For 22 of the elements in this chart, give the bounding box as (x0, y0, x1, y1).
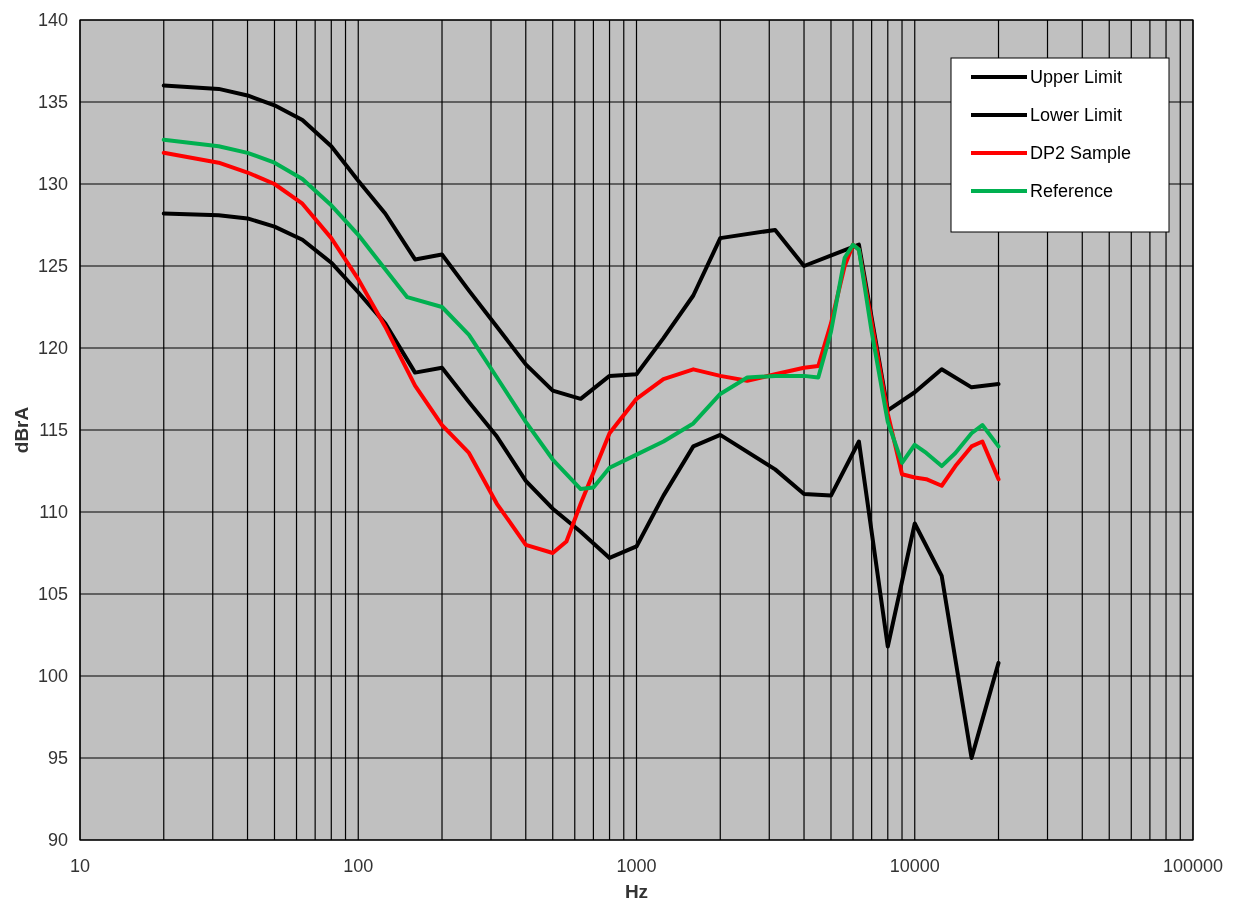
legend-label: Upper Limit (1030, 67, 1123, 87)
x-tick-label: 100000 (1162, 856, 1224, 876)
y-tick-label: 115 (39, 420, 68, 440)
y-tick-label: 125 (37, 256, 68, 276)
x-tick-label: 10000 (889, 856, 940, 876)
x-tick-label: 1000 (616, 856, 657, 876)
legend-label: DP2 Sample (1030, 143, 1132, 163)
y-tick-label: 105 (37, 584, 68, 604)
y-tick-label: 90 (47, 830, 68, 850)
y-tick-label: 140 (37, 10, 68, 30)
y-tick-label: 130 (37, 174, 68, 194)
x-axis-title: Hz (624, 881, 649, 902)
y-tick-label: 120 (37, 338, 68, 358)
y-axis-title: dBrA (11, 406, 32, 454)
y-tick-label: 100 (37, 666, 68, 686)
legend-label: Reference (1030, 181, 1114, 201)
y-tick-label: 135 (37, 92, 68, 112)
x-tick-label: 10 (69, 856, 91, 876)
legend-label: Lower Limit (1030, 105, 1123, 125)
y-tick-label: 110 (39, 502, 68, 522)
x-tick-label: 100 (343, 856, 374, 876)
y-tick-label: 95 (47, 748, 68, 768)
